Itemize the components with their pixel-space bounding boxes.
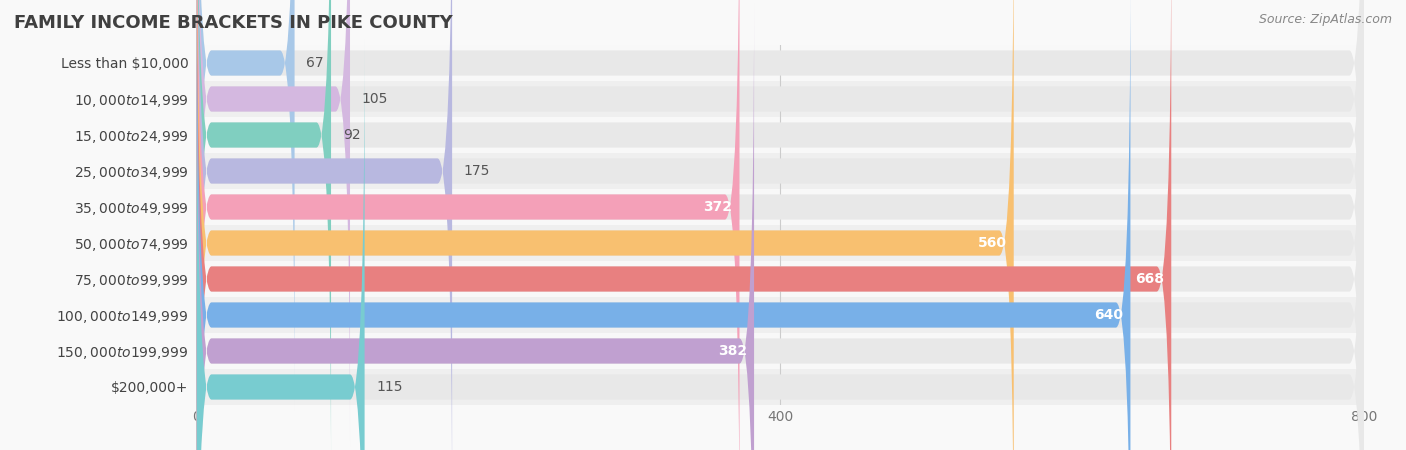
FancyBboxPatch shape (197, 0, 1364, 410)
Text: 560: 560 (977, 236, 1007, 250)
Text: FAMILY INCOME BRACKETS IN PIKE COUNTY: FAMILY INCOME BRACKETS IN PIKE COUNTY (14, 14, 453, 32)
Text: 67: 67 (307, 56, 323, 70)
Bar (197, 117, 1364, 153)
FancyBboxPatch shape (197, 40, 364, 450)
FancyBboxPatch shape (197, 0, 1364, 450)
Bar (197, 225, 1364, 261)
FancyBboxPatch shape (197, 0, 1364, 450)
Text: 668: 668 (1135, 272, 1164, 286)
Bar (197, 261, 1364, 297)
FancyBboxPatch shape (197, 40, 1364, 450)
Bar (197, 333, 1364, 369)
Text: 175: 175 (464, 164, 491, 178)
Bar (197, 81, 1364, 117)
FancyBboxPatch shape (197, 0, 1014, 450)
FancyBboxPatch shape (197, 0, 453, 450)
Bar (197, 297, 1364, 333)
FancyBboxPatch shape (197, 4, 1364, 450)
Bar (197, 153, 1364, 189)
Text: 115: 115 (377, 380, 402, 394)
Text: 382: 382 (717, 344, 747, 358)
FancyBboxPatch shape (197, 0, 1364, 446)
FancyBboxPatch shape (197, 0, 1364, 450)
Bar (197, 189, 1364, 225)
Text: 105: 105 (361, 92, 388, 106)
Text: 640: 640 (1094, 308, 1123, 322)
Text: 372: 372 (703, 200, 733, 214)
FancyBboxPatch shape (197, 0, 1130, 450)
FancyBboxPatch shape (197, 4, 754, 450)
Bar (197, 369, 1364, 405)
FancyBboxPatch shape (197, 0, 295, 410)
FancyBboxPatch shape (197, 0, 1364, 450)
Bar (197, 45, 1364, 81)
Text: Source: ZipAtlas.com: Source: ZipAtlas.com (1258, 14, 1392, 27)
FancyBboxPatch shape (197, 0, 1171, 450)
FancyBboxPatch shape (197, 0, 330, 450)
FancyBboxPatch shape (197, 0, 1364, 450)
FancyBboxPatch shape (197, 0, 350, 446)
FancyBboxPatch shape (197, 0, 740, 450)
Text: 92: 92 (343, 128, 360, 142)
FancyBboxPatch shape (197, 0, 1364, 450)
